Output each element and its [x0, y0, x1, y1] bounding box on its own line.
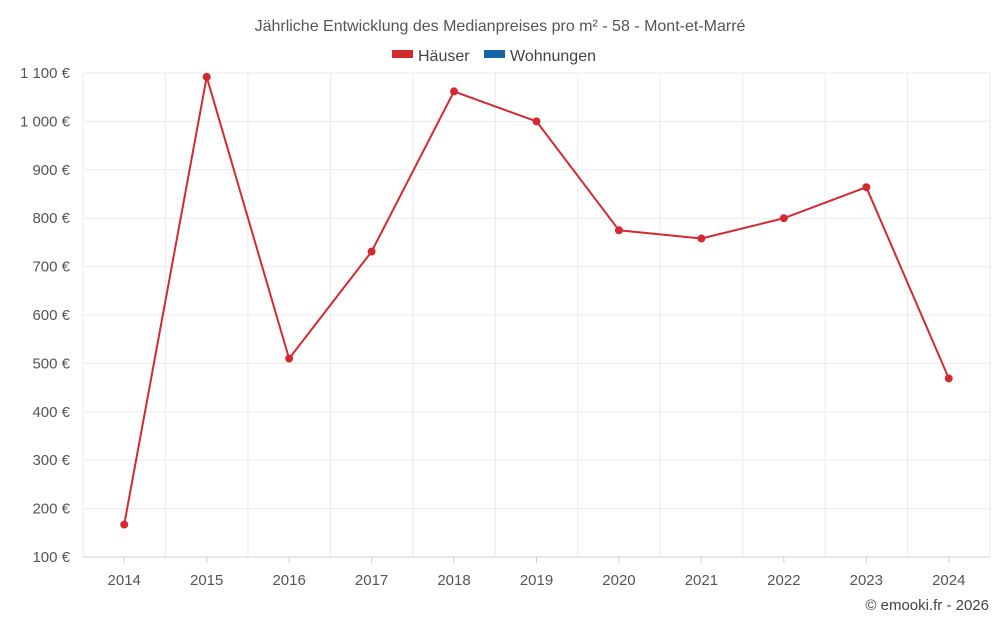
x-tick-label: 2018	[437, 572, 470, 589]
data-point[interactable]	[697, 234, 706, 243]
legend-swatch-houses	[392, 50, 413, 58]
y-tick-label: 500 €	[32, 355, 70, 372]
credit-text: © emooki.fr - 2026	[865, 597, 989, 614]
data-point[interactable]	[120, 520, 129, 529]
series-points	[120, 72, 953, 529]
data-point[interactable]	[614, 226, 623, 235]
x-axis-labels: 2014 2015 2016 2017 2018 2019 2020 2021 2022 2023…	[108, 572, 966, 589]
y-tick-label: 800 €	[32, 210, 70, 227]
y-tick-label: 1 100 €	[20, 65, 71, 82]
x-tick-label: 2019	[520, 572, 553, 589]
legend-swatch-apartments	[484, 50, 505, 58]
x-tick-label: 2016	[272, 572, 305, 589]
data-point[interactable]	[944, 374, 953, 383]
data-point[interactable]	[202, 72, 211, 81]
y-tick-label: 200 €	[32, 501, 70, 518]
data-point[interactable]	[285, 354, 294, 363]
y-tick-label: 100 €	[32, 549, 70, 566]
x-tick-label: 2014	[108, 572, 141, 589]
data-point[interactable]	[450, 87, 459, 96]
y-tick-label: 1 000 €	[20, 113, 71, 130]
x-tick-label: 2017	[355, 572, 388, 589]
y-tick-label: 400 €	[32, 404, 70, 421]
x-gridlines	[82, 73, 991, 563]
legend-label-houses[interactable]: Häuser	[418, 48, 470, 65]
x-tick-label: 2020	[602, 572, 635, 589]
data-point[interactable]	[367, 247, 376, 256]
y-tick-label: 300 €	[32, 452, 70, 469]
x-tick-label: 2022	[767, 572, 800, 589]
x-tick-label: 2024	[932, 572, 965, 589]
data-point[interactable]	[862, 183, 871, 192]
y-gridlines	[83, 72, 990, 510]
y-tick-label: 700 €	[32, 259, 70, 276]
y-tick-label: 600 €	[32, 307, 70, 324]
x-tick-label: 2021	[685, 572, 718, 589]
y-tick-label: 900 €	[32, 162, 70, 179]
y-axis-labels: 100 € 200 € 300 € 400 € 500 € 600 € 700 € 800 €…	[20, 65, 71, 566]
data-point[interactable]	[532, 117, 541, 126]
legend: Häuser Wohnungen	[392, 48, 596, 65]
legend-label-apartments[interactable]: Wohnungen	[510, 48, 596, 65]
x-tick-label: 2015	[190, 572, 223, 589]
data-point[interactable]	[779, 214, 788, 223]
x-tick-label: 2023	[850, 572, 883, 589]
chart-title: Jährliche Entwicklung des Medianpreises …	[255, 18, 746, 35]
